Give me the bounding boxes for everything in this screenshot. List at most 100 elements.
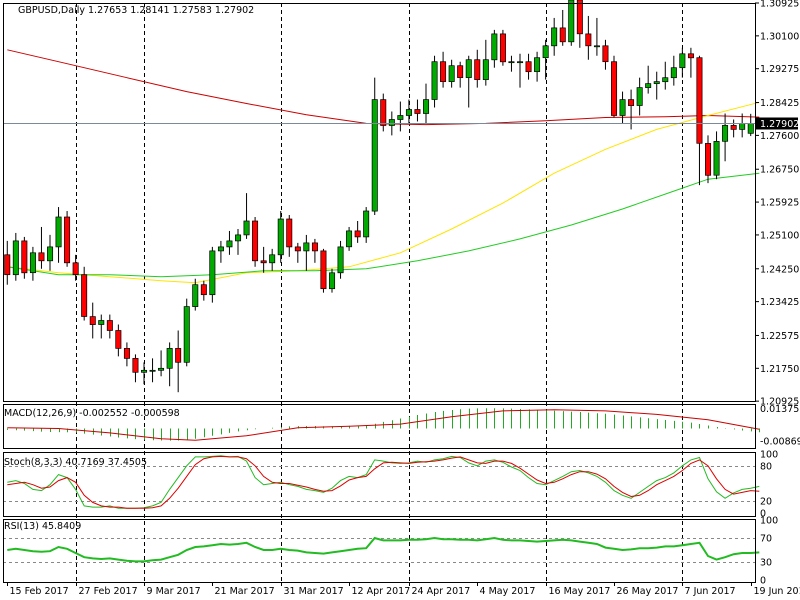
candle — [243, 193, 250, 239]
moving-average-line — [7, 101, 760, 284]
candle-body — [329, 272, 336, 290]
candle-body — [722, 125, 729, 142]
candle-body — [286, 218, 293, 248]
candle — [397, 101, 404, 132]
date-tick-label: 16 May 2017 — [549, 586, 611, 597]
candle — [286, 215, 293, 257]
candle — [141, 362, 148, 385]
candle-body — [474, 59, 481, 80]
last-price-box — [756, 117, 798, 130]
candle — [363, 207, 370, 243]
candle — [525, 53, 532, 80]
date-tick-label: 24 Apr 2017 — [412, 586, 471, 597]
candle-body — [123, 348, 130, 359]
date-tick-label: 15 Feb 2017 — [10, 586, 69, 597]
candle-body — [132, 358, 139, 373]
price-tick-label: 1.28425 — [760, 98, 799, 109]
candle — [687, 47, 694, 78]
candle — [405, 99, 412, 124]
candle — [192, 278, 199, 311]
date-tick-label: 12 Apr 2017 — [352, 586, 411, 597]
candle-body — [200, 284, 207, 296]
macd-tick-label: -0.008699 — [760, 437, 800, 448]
candle — [380, 93, 387, 132]
candle — [166, 342, 173, 387]
candle — [491, 29, 498, 68]
date-tick-label: 31 Mar 2017 — [284, 586, 344, 597]
candle-body — [593, 45, 600, 48]
candle-body — [457, 65, 464, 78]
candle-body — [397, 115, 404, 120]
candle-body — [235, 234, 242, 242]
candle — [47, 234, 54, 271]
price-axis: 1.30925 1.30100 1.29275 1.28425 1.27600 1.267… — [755, 0, 799, 408]
candle-body — [47, 246, 54, 262]
candle-body — [465, 59, 472, 78]
candle — [354, 220, 361, 243]
candle — [98, 314, 105, 339]
candle — [149, 358, 156, 383]
candle — [653, 71, 660, 100]
candle-body — [320, 250, 327, 290]
last-price-label: 1.27902 — [760, 119, 799, 130]
candle — [29, 246, 36, 281]
macd-panel: 0.01375 -0.008699 — [7, 404, 800, 448]
candle — [542, 39, 549, 80]
candle — [235, 228, 242, 255]
candle — [72, 254, 79, 281]
price-tick-label: 1.30925 — [760, 0, 799, 10]
candle-body — [679, 53, 686, 69]
candle-body — [183, 306, 190, 363]
grid-lines — [76, 3, 683, 582]
candle — [414, 99, 421, 122]
candle-body — [269, 254, 276, 264]
candle — [517, 53, 524, 88]
date-tick-label: 26 May 2017 — [617, 586, 679, 597]
candle — [89, 302, 96, 339]
candle — [311, 238, 318, 263]
rsi-tick-label: 100 — [760, 516, 778, 527]
candle-body — [576, 0, 583, 35]
candle-body — [29, 252, 36, 274]
macd-label: MACD(12,26,9) -0.002552 -0.000598 — [4, 408, 180, 419]
candle — [696, 55, 703, 186]
candle — [175, 330, 182, 393]
stoch-d-line — [7, 455, 760, 509]
candle-body — [166, 348, 173, 369]
candle-body — [431, 61, 438, 100]
candle-body — [81, 274, 88, 317]
candle-body — [534, 57, 541, 72]
candle-body — [4, 254, 11, 276]
candle-body — [499, 33, 506, 63]
candle — [38, 226, 45, 269]
candle-body — [568, 0, 575, 43]
candle-body — [346, 230, 353, 248]
stoch-tick-label: 100 — [760, 450, 778, 461]
date-tick-label: 9 Mar 2017 — [147, 586, 201, 597]
candle — [551, 17, 558, 56]
candle — [705, 135, 712, 184]
macd-tick-label: 0.01375 — [760, 404, 799, 415]
date-tick-label: 21 Mar 2017 — [215, 586, 275, 597]
candle — [115, 324, 122, 357]
candle-body — [619, 99, 626, 116]
candle — [499, 29, 506, 66]
candle-body — [696, 57, 703, 144]
candle-body — [747, 123, 754, 134]
candle-body — [337, 246, 344, 274]
candle-body — [551, 27, 558, 47]
candle-body — [12, 240, 19, 276]
candle-body — [388, 119, 395, 126]
candle-body — [363, 210, 370, 238]
candle-body — [106, 320, 113, 331]
candle — [260, 246, 267, 273]
candle — [106, 314, 113, 339]
candle-body — [209, 250, 216, 296]
candle — [329, 268, 336, 293]
stoch-tick-label: 20 — [760, 497, 772, 508]
candle-body — [705, 143, 712, 176]
candle — [662, 61, 669, 90]
candle-body — [423, 99, 430, 114]
